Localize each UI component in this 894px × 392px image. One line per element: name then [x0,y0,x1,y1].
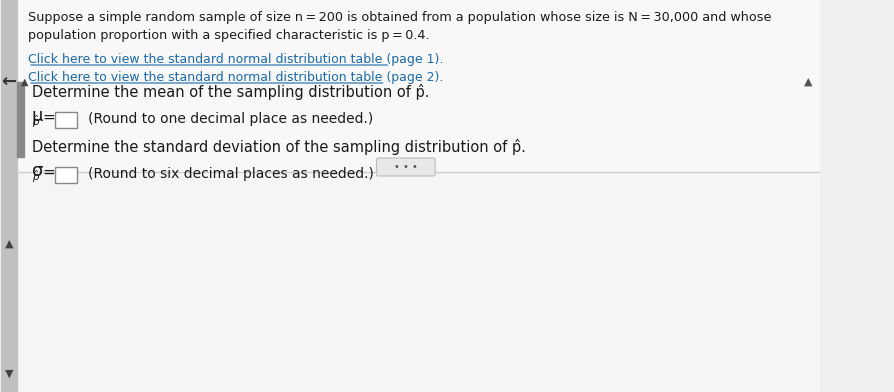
Text: Determine the standard deviation of the sampling distribution of p̂.: Determine the standard deviation of the … [32,139,526,155]
FancyBboxPatch shape [376,158,435,176]
FancyBboxPatch shape [55,112,77,128]
Bar [17,82,24,157]
Text: Click here to view the standard normal distribution table (page 2).: Click here to view the standard normal d… [28,71,443,83]
Text: =: = [43,109,55,125]
Text: (Round to six decimal places as needed.): (Round to six decimal places as needed.) [88,167,374,181]
Text: ▲: ▲ [804,77,813,87]
Bar [17,172,820,392]
Text: (Round to one decimal place as needed.): (Round to one decimal place as needed.) [88,112,373,126]
Text: Suppose a simple random sample of size n = 200 is obtained from a population who: Suppose a simple random sample of size n… [28,11,772,24]
Text: ▲: ▲ [4,239,13,249]
Text: $\hat{p}$: $\hat{p}$ [32,114,40,130]
Bar [17,0,820,172]
Text: Determine the mean of the sampling distribution of p̂.: Determine the mean of the sampling distr… [32,84,429,100]
Bar [1,0,17,392]
FancyBboxPatch shape [55,167,77,183]
Text: =: = [43,165,55,180]
Text: μ: μ [32,107,43,125]
Text: ▼: ▼ [4,369,13,379]
Text: population proportion with a specified characteristic is p = 0.4.: population proportion with a specified c… [28,29,430,42]
Text: Click here to view the standard normal distribution table (page 1).: Click here to view the standard normal d… [28,53,443,65]
Text: • • •: • • • [394,162,417,172]
Text: σ: σ [32,162,43,180]
Text: $\hat{p}$: $\hat{p}$ [32,169,40,185]
Text: ←: ← [1,73,16,91]
Text: ▲: ▲ [21,77,29,87]
